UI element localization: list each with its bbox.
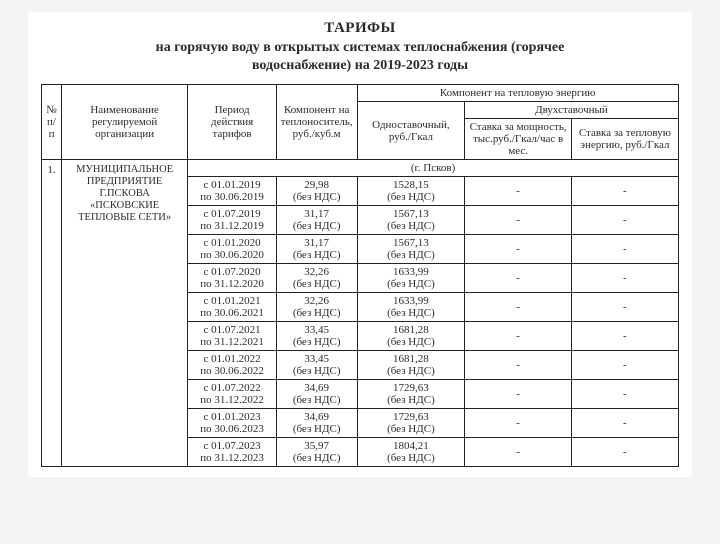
period-cell: с 01.01.2023по 30.06.2023 [188, 409, 276, 438]
power-rate-cell: - [465, 293, 572, 322]
heat-rate-cell: - [572, 351, 679, 380]
power-rate-cell: - [465, 351, 572, 380]
hdr-heat-rate: Ставка за тепловую энергию, руб./Гкал [572, 119, 679, 160]
component-cell: 29,98(без НДС) [276, 177, 357, 206]
one-rate-cell: 1804,21(без НДС) [357, 438, 465, 467]
component-cell: 34,69(без НДС) [276, 380, 357, 409]
component-cell: 31,17(без НДС) [276, 235, 357, 264]
one-rate-cell: 1681,28(без НДС) [357, 322, 465, 351]
one-rate-cell: 1633,99(без НДС) [357, 264, 465, 293]
page-subtitle: на горячую воду в открытых системах тепл… [28, 39, 692, 74]
heat-rate-cell: - [572, 322, 679, 351]
hdr-two-rate: Двухставочный [465, 102, 679, 119]
component-cell: 32,26(без НДС) [276, 293, 357, 322]
power-rate-cell: - [465, 322, 572, 351]
power-rate-cell: - [465, 409, 572, 438]
one-rate-cell: 1567,13(без НДС) [357, 206, 465, 235]
heat-rate-cell: - [572, 235, 679, 264]
city-cell: (г. Псков) [188, 160, 678, 177]
component-cell: 33,45(без НДС) [276, 351, 357, 380]
table-row: 1.МУНИЦИПАЛЬНОЕПРЕДПРИЯТИЕГ.ПСКОВА«ПСКОВ… [42, 160, 678, 177]
period-cell: с 01.07.2019по 31.12.2019 [188, 206, 276, 235]
component-cell: 34,69(без НДС) [276, 409, 357, 438]
hdr-power-rate: Ставка за мощность, тыс.руб./Гкал/час в … [465, 119, 572, 160]
heat-rate-cell: - [572, 438, 679, 467]
row-index: 1. [42, 160, 62, 467]
one-rate-cell: 1729,63(без НДС) [357, 380, 465, 409]
component-cell: 35,97(без НДС) [276, 438, 357, 467]
tariff-table: № п/п Наименование регулируемой организа… [41, 84, 678, 467]
heat-rate-cell: - [572, 409, 679, 438]
heat-rate-cell: - [572, 206, 679, 235]
period-cell: с 01.07.2020по 31.12.2020 [188, 264, 276, 293]
org-name: МУНИЦИПАЛЬНОЕПРЕДПРИЯТИЕГ.ПСКОВА«ПСКОВСК… [61, 160, 188, 467]
page-title: ТАРИФЫ [28, 20, 692, 37]
one-rate-cell: 1729,63(без НДС) [357, 409, 465, 438]
period-cell: с 01.01.2022по 30.06.2022 [188, 351, 276, 380]
power-rate-cell: - [465, 177, 572, 206]
power-rate-cell: - [465, 235, 572, 264]
period-cell: с 01.07.2023по 31.12.2023 [188, 438, 276, 467]
heat-rate-cell: - [572, 293, 679, 322]
period-cell: с 01.07.2022по 31.12.2022 [188, 380, 276, 409]
one-rate-cell: 1633,99(без НДС) [357, 293, 465, 322]
period-cell: с 01.01.2021по 30.06.2021 [188, 293, 276, 322]
power-rate-cell: - [465, 206, 572, 235]
period-cell: с 01.01.2019по 30.06.2019 [188, 177, 276, 206]
hdr-heat-group: Компонент на тепловую энергию [357, 85, 678, 102]
hdr-component: Компонент на теплоноситель, руб./куб.м [276, 85, 357, 160]
one-rate-cell: 1681,28(без НДС) [357, 351, 465, 380]
hdr-index: № п/п [42, 85, 62, 160]
power-rate-cell: - [465, 380, 572, 409]
hdr-org: Наименование регулируемой организации [61, 85, 188, 160]
component-cell: 32,26(без НДС) [276, 264, 357, 293]
heat-rate-cell: - [572, 380, 679, 409]
power-rate-cell: - [465, 438, 572, 467]
power-rate-cell: - [465, 264, 572, 293]
period-cell: с 01.01.2020по 30.06.2020 [188, 235, 276, 264]
heat-rate-cell: - [572, 264, 679, 293]
heat-rate-cell: - [572, 177, 679, 206]
table-header-row: № п/п Наименование регулируемой организа… [42, 85, 678, 102]
component-cell: 33,45(без НДС) [276, 322, 357, 351]
period-cell: с 01.07.2021по 31.12.2021 [188, 322, 276, 351]
subtitle-line2: водоснабжение) на 2019-2023 годы [252, 58, 468, 73]
hdr-one-rate: Одноставочный, руб./Гкал [357, 102, 465, 160]
table-body: 1.МУНИЦИПАЛЬНОЕПРЕДПРИЯТИЕГ.ПСКОВА«ПСКОВ… [42, 160, 678, 467]
component-cell: 31,17(без НДС) [276, 206, 357, 235]
one-rate-cell: 1528,15(без НДС) [357, 177, 465, 206]
subtitle-line1: на горячую воду в открытых системах тепл… [156, 40, 565, 55]
hdr-period: Период действия тарифов [188, 85, 276, 160]
one-rate-cell: 1567,13(без НДС) [357, 235, 465, 264]
